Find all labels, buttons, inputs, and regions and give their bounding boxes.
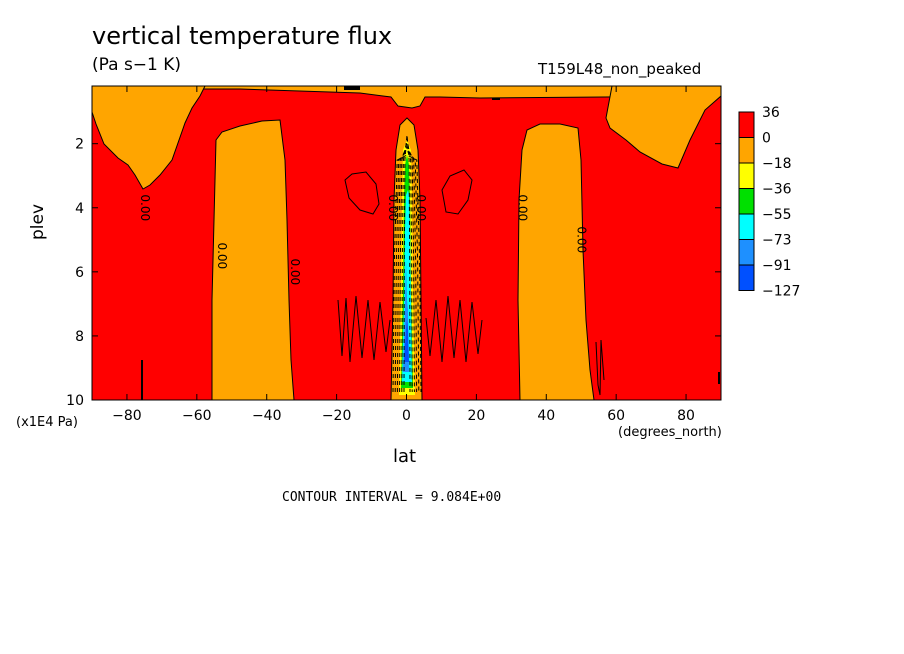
axes: −80 −60 −40 −20 0 20 40 60 80 2 4 6 8 10 bbox=[66, 85, 722, 424]
y-tick-label: 6 bbox=[75, 265, 84, 281]
legend-label: −73 bbox=[762, 233, 792, 249]
x-axis-units: (degrees_north) bbox=[618, 425, 722, 440]
x-tick-label: −20 bbox=[322, 408, 352, 424]
legend: 36 0 −18 −36 −55 −73 −91 −127 bbox=[738, 105, 800, 300]
core-deep-blue bbox=[404, 318, 409, 362]
region-nh-mid bbox=[517, 123, 595, 401]
y-tick-label: 2 bbox=[75, 137, 84, 153]
plot-area: 0.00 0.00 0.00 0.00 0.00 0.00 0.00 bbox=[91, 85, 722, 401]
x-tick-label: 60 bbox=[607, 408, 625, 424]
y-tick-label: 8 bbox=[75, 329, 84, 345]
x-tick-label: −80 bbox=[112, 408, 142, 424]
contour-label: 0.00 bbox=[414, 194, 428, 221]
core-dashed-contour bbox=[401, 138, 413, 393]
contour-label: 0.00 bbox=[288, 258, 302, 285]
x-tick-label: 20 bbox=[467, 408, 485, 424]
region-sh-polar bbox=[91, 85, 206, 190]
x-tick-label: 80 bbox=[677, 408, 695, 424]
legend-swatch bbox=[738, 239, 755, 266]
contour-sh-wiggle bbox=[337, 295, 391, 363]
contour-interval: CONTOUR INTERVAL = 9.084E+00 bbox=[282, 490, 502, 505]
x-tick-label: −40 bbox=[252, 408, 282, 424]
legend-label: −127 bbox=[762, 284, 800, 300]
legend-label: −91 bbox=[762, 258, 792, 274]
contour-label: 0.00 bbox=[515, 194, 529, 221]
legend-label: −18 bbox=[762, 156, 792, 172]
legend-swatch bbox=[738, 162, 755, 189]
contour-label: 0.00 bbox=[138, 194, 152, 221]
legend-swatch bbox=[738, 213, 755, 240]
legend-swatch bbox=[738, 111, 755, 138]
contour-sh-loop bbox=[344, 171, 380, 215]
legend-swatch bbox=[738, 137, 755, 164]
x-axis-label: lat bbox=[393, 446, 417, 467]
core-dashed-contour bbox=[396, 145, 418, 393]
x-tick-label: 40 bbox=[537, 408, 555, 424]
y-tick-label: 10 bbox=[66, 393, 84, 409]
x-tick-label: 0 bbox=[402, 408, 411, 424]
core-dashed-contour bbox=[399, 141, 415, 393]
feature-dash bbox=[492, 98, 500, 100]
y-tick-label: 4 bbox=[75, 201, 84, 217]
y-axis-units: (x1E4 Pa) bbox=[16, 415, 78, 430]
contour-label: 0.00 bbox=[386, 194, 400, 221]
legend-label: −55 bbox=[762, 207, 792, 223]
legend-label: 36 bbox=[762, 105, 780, 121]
legend-swatch bbox=[738, 264, 755, 291]
chart-title: vertical temperature flux bbox=[92, 22, 393, 50]
contour-label: 0.00 bbox=[575, 226, 589, 253]
contour-label: 0.00 bbox=[215, 242, 229, 269]
chart-units: (Pa s−1 K) bbox=[92, 55, 182, 75]
legend-swatch bbox=[738, 188, 755, 215]
legend-label: 0 bbox=[762, 131, 771, 147]
feature-top-mark bbox=[344, 86, 360, 90]
region-sh-mid bbox=[211, 119, 295, 401]
x-tick-label: −60 bbox=[182, 408, 212, 424]
run-label: T159L48_non_peaked bbox=[538, 60, 702, 78]
region-nh-polar bbox=[605, 85, 722, 169]
feature-nh-spike bbox=[595, 339, 605, 396]
contour-nh-wiggle bbox=[425, 295, 483, 363]
legend-label: −36 bbox=[762, 182, 792, 198]
contour-nh-loop bbox=[441, 169, 473, 215]
